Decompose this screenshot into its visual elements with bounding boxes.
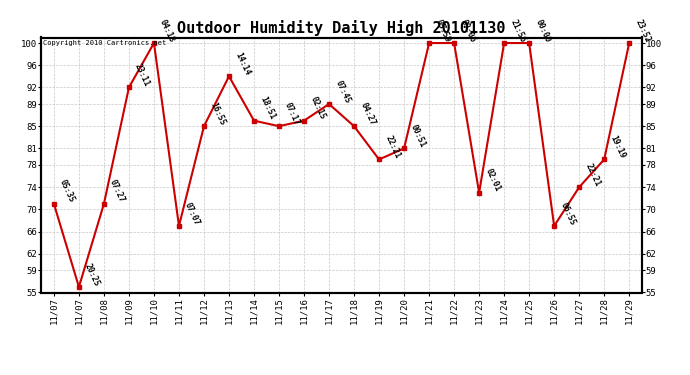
Text: 06:55: 06:55	[558, 201, 577, 226]
Text: Copyright 2010 Cartronics.net: Copyright 2010 Cartronics.net	[43, 40, 166, 46]
Title: Outdoor Humidity Daily High 20101130: Outdoor Humidity Daily High 20101130	[177, 20, 506, 36]
Text: 18:51: 18:51	[258, 95, 277, 121]
Text: 05:59: 05:59	[433, 18, 452, 44]
Text: 19:19: 19:19	[609, 134, 627, 160]
Text: 14:14: 14:14	[233, 51, 252, 77]
Text: 02:15: 02:15	[308, 95, 326, 121]
Text: 04:18: 04:18	[158, 18, 177, 44]
Text: 04:27: 04:27	[358, 101, 377, 127]
Text: 02:01: 02:01	[483, 167, 502, 194]
Text: 07:07: 07:07	[183, 201, 201, 226]
Text: 00:51: 00:51	[408, 123, 426, 149]
Text: 07:45: 07:45	[333, 79, 352, 105]
Text: 00:00: 00:00	[533, 18, 552, 44]
Text: 07:27: 07:27	[108, 178, 126, 204]
Text: 23:11: 23:11	[133, 62, 152, 88]
Text: 22:21: 22:21	[383, 134, 402, 160]
Text: 22:21: 22:21	[583, 162, 602, 188]
Text: 21:56: 21:56	[509, 18, 526, 44]
Text: 09:06: 09:06	[458, 18, 477, 44]
Text: 05:35: 05:35	[58, 178, 77, 204]
Text: 07:17: 07:17	[283, 101, 302, 127]
Text: 23:52: 23:52	[633, 18, 652, 44]
Text: 20:25: 20:25	[83, 262, 101, 288]
Text: 16:55: 16:55	[208, 101, 226, 127]
